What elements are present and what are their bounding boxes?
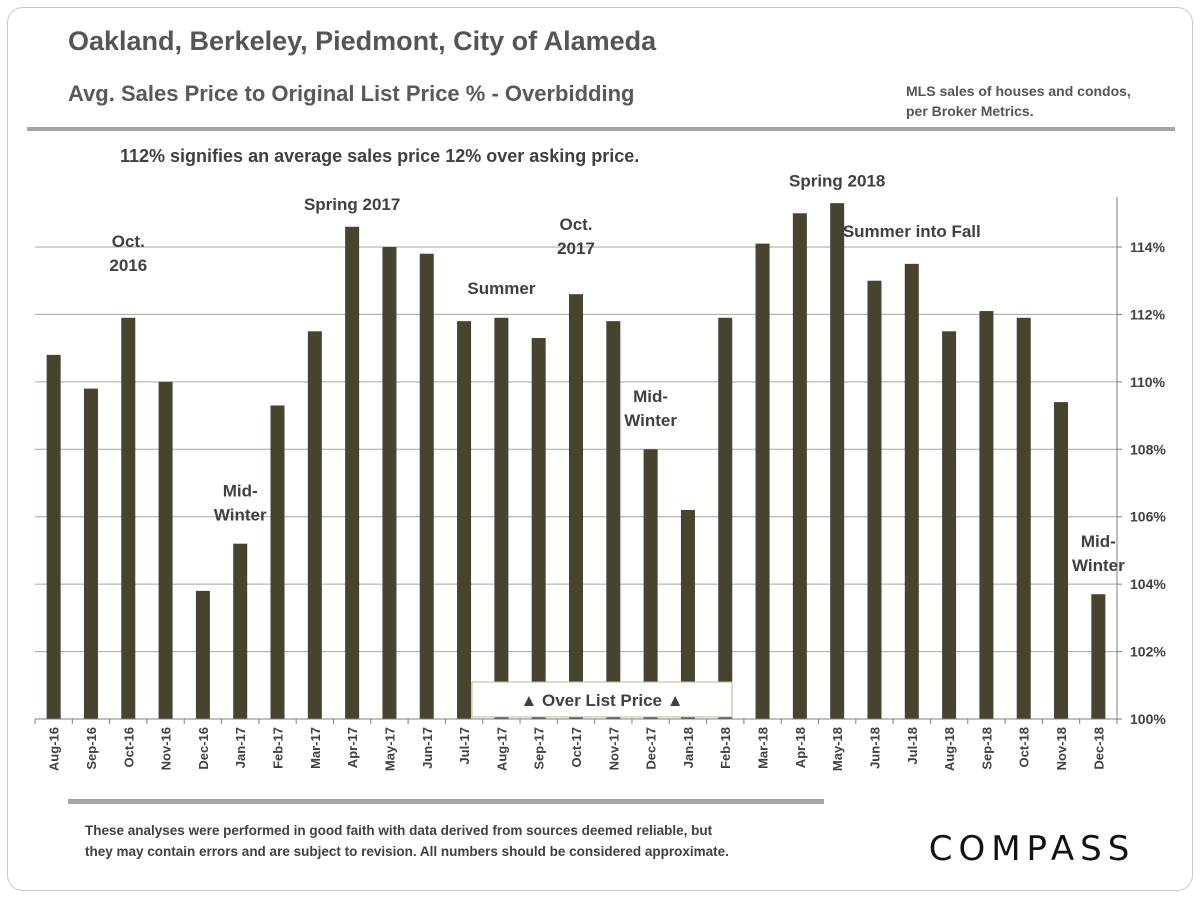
annotation: Oct. 2017	[557, 215, 595, 258]
bar-sep-16	[83, 388, 98, 719]
annotation: Summer into Fall	[843, 222, 981, 241]
x-tick-label: Apr-18	[793, 727, 808, 768]
annotation: Oct. 2016	[109, 232, 147, 275]
bar-oct-18	[1016, 317, 1031, 719]
bar-nov-16	[158, 381, 173, 719]
y-tick-label: 112%	[1130, 306, 1166, 322]
x-tick-label: May-18	[830, 727, 845, 771]
footer-divider	[68, 799, 824, 804]
x-axis-tick-labels: Aug-16 Sep-16 Oct-16 Nov-16 Dec-16 Jan-17 Feb-…	[47, 727, 1107, 771]
axes	[34, 197, 1118, 724]
bar-jan-18	[680, 509, 695, 719]
x-tick-label: Dec-17	[644, 727, 659, 770]
bar-mar-17	[307, 331, 322, 719]
x-tick-label: Jan-17	[233, 727, 248, 768]
y-tick-label: 104%	[1130, 576, 1166, 592]
y-tick-label: 114%	[1130, 239, 1166, 255]
x-tick-label: Oct-16	[121, 727, 136, 767]
y-axis-tick-labels: 100% 102% 104% 106% 108% 110% 112% 114%	[1117, 239, 1166, 727]
bar-jun-18	[867, 280, 882, 719]
bar-apr-17	[345, 226, 360, 719]
x-tick-label: Sep-16	[84, 727, 99, 770]
source-note-line-2: per Broker Metrics.	[906, 103, 1034, 119]
bar-may-18	[830, 203, 845, 719]
source-note-line-1: MLS sales of houses and condos,	[906, 83, 1131, 99]
x-tick-label: Feb-17	[271, 727, 286, 769]
x-tick-label: Sep-18	[979, 727, 994, 770]
bar-jun-17	[419, 253, 434, 719]
bar-apr-18	[792, 213, 807, 720]
x-tick-label: Aug-16	[47, 727, 62, 771]
bar-jan-17	[233, 543, 248, 719]
y-tick-label: 108%	[1130, 441, 1166, 457]
x-tick-label: Nov-16	[159, 727, 174, 770]
bar-aug-18	[942, 331, 957, 719]
annotations: Oct. 2016 Mid-Winter Spring 2017 Summer Oct. 2…	[109, 171, 1125, 575]
disclaimer-line-2: they may contain errors and are subject …	[85, 844, 729, 859]
bar-oct-17	[569, 294, 583, 719]
annotation: Summer	[467, 279, 535, 298]
x-tick-label: Jun-18	[867, 727, 882, 769]
x-tick-label: Feb-18	[718, 727, 733, 769]
annotation: Mid-Winter	[1072, 532, 1125, 575]
x-tick-label: Oct-17	[569, 727, 584, 767]
source-note: MLS sales of houses and condos, per Brok…	[906, 81, 1131, 121]
disclaimer: These analyses were performed in good fa…	[85, 820, 729, 862]
y-tick-label: 100%	[1130, 711, 1166, 727]
annotation: Spring 2017	[304, 195, 400, 214]
x-tick-label: Dec-16	[196, 727, 211, 770]
x-tick-label: Nov-18	[1054, 727, 1069, 770]
y-tick-label: 106%	[1130, 509, 1166, 525]
header-divider	[27, 127, 1175, 131]
x-tick-label: Aug-18	[942, 727, 957, 771]
bar-mar-18	[755, 243, 770, 719]
y-tick-label: 102%	[1130, 644, 1166, 660]
y-tick-label: 110%	[1130, 374, 1166, 390]
bar-dec-16	[195, 590, 210, 719]
bars	[46, 203, 1106, 720]
bar-jul-18	[904, 263, 919, 719]
bar-dec-17	[643, 449, 658, 719]
bar-dec-18	[1091, 594, 1106, 719]
x-tick-label: Mar-18	[756, 727, 771, 769]
svg-text:COMPASS: COMPASS	[929, 829, 1136, 869]
annotation: Spring 2018	[789, 171, 885, 190]
x-tick-label: Jun-17	[420, 727, 435, 769]
bar-aug-16	[46, 354, 61, 719]
x-tick-label: Nov-17	[606, 727, 621, 770]
annotation: Mid-Winter	[214, 481, 267, 524]
chart-caption: 112% signifies an average sales price 12…	[120, 146, 640, 166]
bar-feb-17	[270, 405, 285, 719]
disclaimer-line-1: These analyses were performed in good fa…	[85, 823, 713, 838]
x-tick-label: Jul-17	[457, 727, 472, 765]
legend-box: ▲ Over List Price ▲	[471, 681, 733, 718]
x-tick-label: Oct-18	[1017, 727, 1032, 767]
x-tick-label: Mar-17	[308, 727, 323, 769]
x-tick-label: May-17	[382, 727, 397, 771]
bar-nov-17	[606, 321, 621, 719]
bar-aug-17	[494, 317, 509, 719]
bar-may-17	[382, 247, 397, 719]
page-subtitle: Avg. Sales Price to Original List Price …	[68, 81, 635, 106]
x-tick-label: Apr-17	[345, 727, 360, 768]
x-tick-label: Dec-18	[1091, 727, 1106, 770]
page-title: Oakland, Berkeley, Piedmont, City of Ala…	[68, 26, 657, 56]
bar-nov-18	[1054, 402, 1069, 719]
legend-label: ▲ Over List Price ▲	[520, 691, 683, 710]
bar-jul-17	[457, 321, 472, 719]
x-tick-label: Jan-18	[681, 727, 696, 768]
bar-sep-17	[531, 338, 546, 719]
bar-sep-18	[979, 311, 994, 719]
x-tick-label: Jul-18	[905, 727, 920, 765]
compass-logo: COMPASS	[929, 829, 1136, 869]
bar-oct-16	[121, 317, 136, 719]
x-tick-label: Sep-17	[532, 727, 547, 770]
x-tick-label: Aug-17	[494, 727, 509, 771]
annotation: Mid-Winter	[624, 387, 677, 430]
bar-feb-18	[718, 317, 733, 719]
